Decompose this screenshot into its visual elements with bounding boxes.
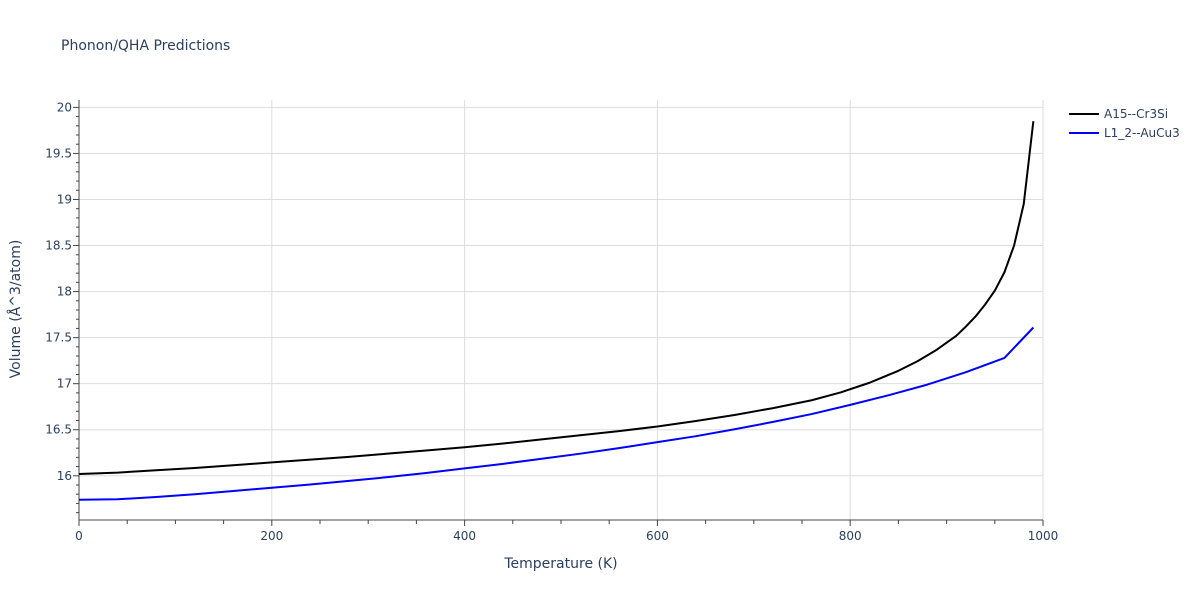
y-tick-label: 19 (57, 192, 72, 206)
y-tick-label: 19.5 (45, 146, 72, 160)
x-tick-label: 0 (75, 529, 83, 543)
x-tick-label: 400 (453, 529, 476, 543)
x-tick-label: 200 (260, 529, 283, 543)
y-tick-label: 16.5 (45, 423, 72, 437)
y-tick-label: 17 (57, 377, 72, 391)
y-tick-label: 18.5 (45, 239, 72, 253)
y-tick-label: 17.5 (45, 331, 72, 345)
legend-item[interactable]: L1_2--AuCu3 (1069, 126, 1180, 140)
x-tick-label: 600 (646, 529, 669, 543)
x-axis-title: Temperature (K) (503, 556, 617, 572)
chart-title: Phonon/QHA Predictions (61, 38, 230, 54)
x-tick-label: 1000 (1028, 529, 1059, 543)
legend[interactable]: A15--Cr3Si L1_2--AuCu3 (1069, 107, 1180, 140)
y-tick-label: 18 (57, 285, 72, 299)
plot-area (78, 121, 1035, 501)
x-tick-label: 800 (839, 529, 862, 543)
legend-label: L1_2--AuCu3 (1104, 126, 1180, 140)
series-line-0 (78, 121, 1035, 475)
series-line-1 (78, 326, 1035, 501)
axes: 0 200 400 600 800 1000 16 16.5 17 17.5 18 18.5 19 19.… (45, 100, 1058, 543)
legend-item[interactable]: A15--Cr3Si (1069, 107, 1168, 121)
grid-lines (79, 100, 1044, 520)
y-tick-label: 16 (57, 469, 72, 483)
y-axis-title: Volume (Å^3/atom) (7, 240, 24, 379)
legend-label: A15--Cr3Si (1104, 107, 1168, 121)
y-tick-label: 20 (57, 100, 72, 114)
